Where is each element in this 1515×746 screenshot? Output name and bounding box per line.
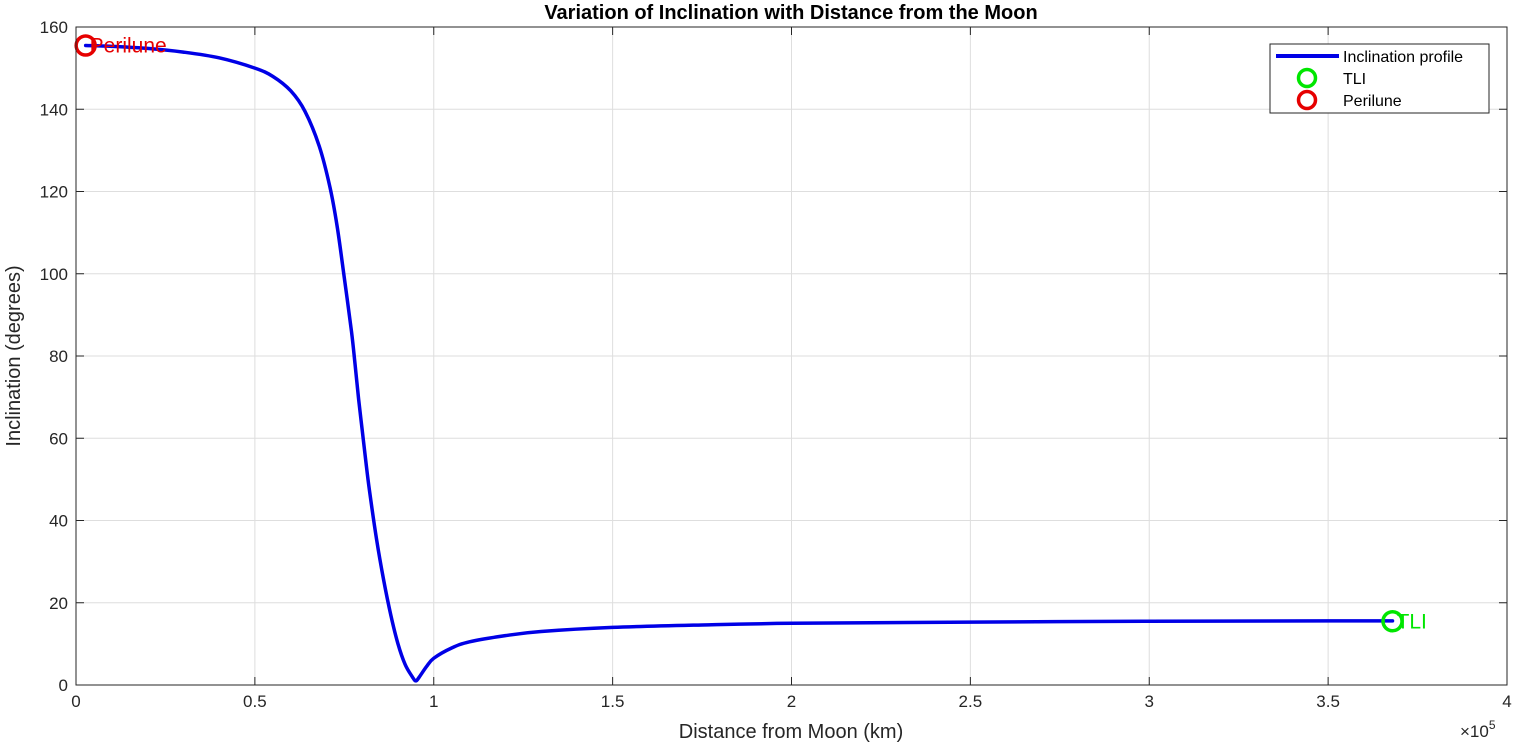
legend: Inclination profile TLI Perilune — [1269, 43, 1490, 114]
x-tick-label: 1 — [429, 692, 438, 711]
chart-title: Variation of Inclination with Distance f… — [544, 2, 1037, 24]
y-tick-label: 60 — [49, 429, 68, 448]
legend-entry-inclination-profile: Inclination profile — [1343, 49, 1463, 66]
legend-entry-tli: TLI — [1343, 71, 1366, 88]
y-tick-label: 160 — [40, 18, 68, 37]
y-axis-label: Inclination (degrees) — [3, 265, 25, 446]
series-layer — [83, 43, 1395, 683]
x-tick-label: 1.5 — [601, 692, 625, 711]
y-tick-label: 120 — [40, 183, 68, 202]
y-tick-label: 20 — [49, 594, 68, 613]
y-tick-label: 40 — [49, 512, 68, 531]
marker-layer: TLI Perilune — [74, 34, 1427, 633]
x-tick-label: 2.5 — [959, 692, 983, 711]
x-exponent-label: ×105 — [1460, 718, 1496, 741]
x-tick-label: 3 — [1145, 692, 1154, 711]
x-tick-label: 3.5 — [1316, 692, 1340, 711]
x-tick-labels: 0 0.5 1 1.5 2 2.5 3 3.5 4 — [71, 692, 1511, 711]
y-tick-label: 80 — [49, 347, 68, 366]
annotation-tli: TLI — [1397, 610, 1427, 633]
y-tick-labels: 0 20 40 60 80 100 120 140 160 — [40, 18, 68, 695]
y-tick-label: 100 — [40, 265, 68, 284]
y-tick-label: 0 — [59, 676, 68, 695]
legend-entry-perilune: Perilune — [1343, 93, 1402, 110]
series-line-inclination-profile — [83, 43, 1395, 683]
tick-marks — [75, 26, 1508, 686]
legend-swatch-tli — [1296, 67, 1318, 89]
x-tick-label: 0 — [71, 692, 80, 711]
legend-swatch-perilune — [1296, 89, 1318, 111]
x-tick-label: 4 — [1502, 692, 1511, 711]
x-axis-label: Distance from Moon (km) — [679, 721, 904, 743]
x-tick-label: 0.5 — [243, 692, 267, 711]
y-tick-label: 140 — [40, 100, 68, 119]
marker-tli — [1381, 610, 1404, 633]
x-tick-label: 2 — [787, 692, 796, 711]
grid-lines — [76, 27, 1507, 685]
annotation-perilune: Perilune — [90, 35, 167, 58]
